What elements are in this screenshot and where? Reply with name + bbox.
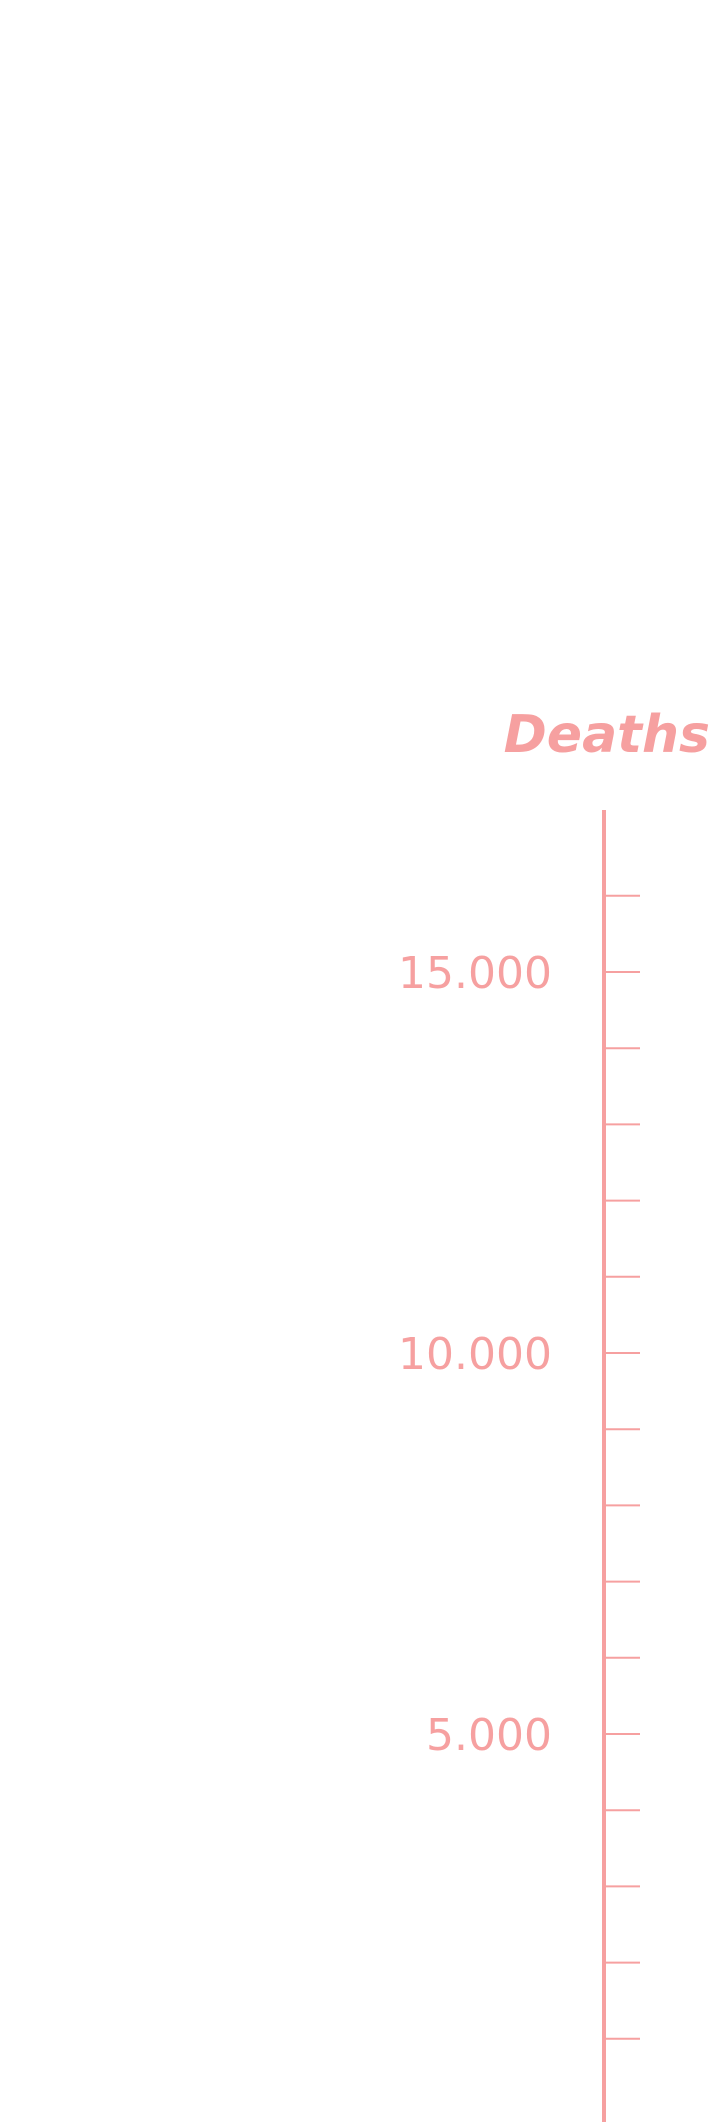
y-axis-ticks: [604, 894, 640, 2040]
y-tick-label-10000: 10.000: [398, 1329, 552, 1380]
y-tick-label-5000: 5.000: [426, 1710, 552, 1761]
y-axis-tick-labels: 5.000 10.000 15.000: [398, 948, 552, 1761]
y-axis-title: Deaths: [504, 705, 710, 765]
y-tick-label-15000: 15.000: [398, 948, 552, 999]
